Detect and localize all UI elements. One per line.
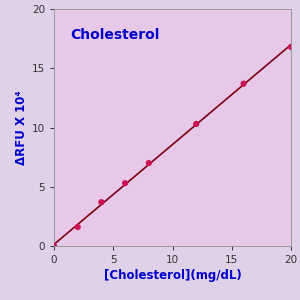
Text: Cholesterol: Cholesterol <box>70 28 160 42</box>
Point <box>99 200 104 205</box>
Y-axis label: ΔRFU X 10⁴: ΔRFU X 10⁴ <box>15 90 28 165</box>
Point <box>194 122 199 126</box>
Point <box>123 181 128 186</box>
Point <box>241 81 246 86</box>
Point <box>289 44 293 49</box>
X-axis label: [Cholesterol](mg/dL): [Cholesterol](mg/dL) <box>103 269 242 282</box>
Point <box>52 244 56 248</box>
Point <box>146 161 151 166</box>
Point <box>75 225 80 230</box>
